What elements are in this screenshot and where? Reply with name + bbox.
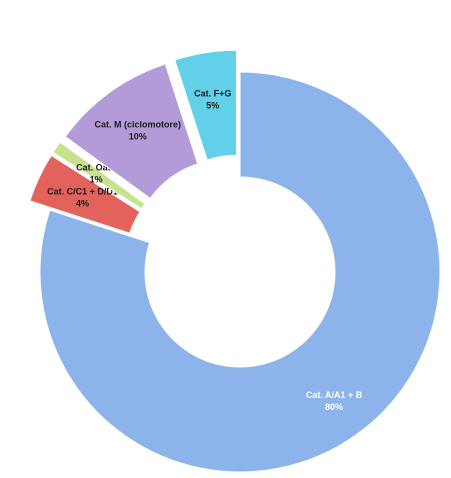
donut-slice [39,71,441,473]
slice-label: Cat. A/A1 + B [306,390,363,400]
donut-slice [29,154,141,234]
donut-slice [174,49,238,161]
slice-label: Cat. F+G [194,89,231,99]
slice-value-label: 10% [129,132,147,142]
slice-label: Cat. C/C1 + D/D1 [47,186,118,196]
slice-value-label: 1% [90,175,103,185]
slice-value-label: 80% [325,402,343,412]
donut-slice [64,63,199,200]
slice-value-label: 4% [76,198,89,208]
slice-label: Cat. M (ciclomotore) [94,120,181,130]
donut-slice [52,141,146,210]
slice-value-label: 5% [206,101,219,111]
slice-label: Cat. Oaut [76,163,116,173]
